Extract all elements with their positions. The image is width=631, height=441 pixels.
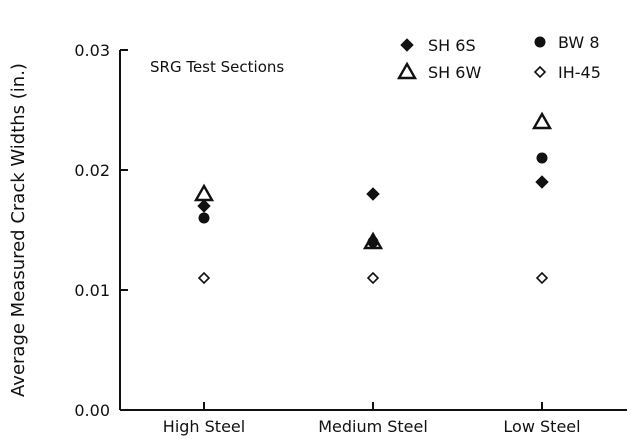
y-tick-label: 0.03 — [74, 41, 110, 60]
y-axis-label: Average Measured Crack Widths (in.) — [8, 63, 29, 397]
point-sh-6w — [531, 111, 553, 130]
y-tick-label: 0.01 — [74, 281, 110, 300]
legend-label-ih-45: IH-45 — [558, 63, 601, 82]
legend-label-sh-6w: SH 6W — [428, 63, 481, 82]
legend-marker-bw-8 — [534, 36, 546, 48]
point-bw-8 — [198, 212, 210, 224]
point-ih-45 — [535, 271, 549, 285]
point-sh-6s — [535, 175, 549, 189]
x-category-label: Medium Steel — [318, 417, 428, 436]
chart-annotation: SRG Test Sections — [150, 58, 284, 76]
legend-marker-ih-45 — [533, 65, 547, 79]
legend-marker-sh-6w — [396, 61, 418, 80]
y-tick-label: 0.00 — [74, 401, 110, 420]
legend-label-bw-8: BW 8 — [558, 33, 600, 52]
point-ih-45 — [197, 271, 211, 285]
point-sh-6s — [366, 187, 380, 201]
x-categories: High Steel Medium Steel Low Steel — [163, 402, 581, 436]
point-sh-6w — [362, 231, 384, 250]
point-bw-8 — [536, 152, 548, 164]
y-tick-label: 0.02 — [74, 161, 110, 180]
x-category-label: Low Steel — [503, 417, 580, 436]
point-sh-6s — [197, 199, 211, 213]
point-ih-45 — [366, 271, 380, 285]
x-category-label: High Steel — [163, 417, 245, 436]
y-ticks: 0.00 0.01 0.02 0.03 — [74, 41, 128, 420]
legend-label-sh-6s: SH 6S — [428, 36, 476, 55]
data-points — [193, 111, 553, 285]
axes — [119, 50, 627, 411]
legend: SH 6S BW 8 SH 6W IH-45 — [396, 33, 601, 82]
legend-marker-sh-6s — [400, 38, 414, 52]
point-sh-6w — [193, 183, 215, 202]
